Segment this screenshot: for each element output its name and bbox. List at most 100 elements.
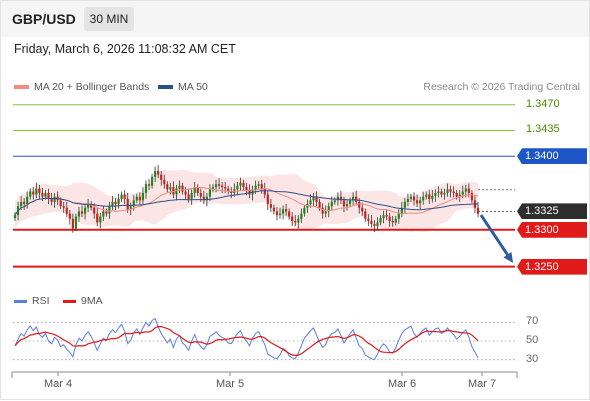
candle-body (275, 211, 279, 216)
candle-body (114, 201, 117, 205)
candle-body (412, 196, 416, 201)
candle-body (239, 182, 242, 186)
candle-body (38, 188, 41, 194)
candle-body (147, 184, 151, 186)
candle-body (336, 196, 339, 201)
candle-body (65, 207, 68, 214)
ma20-line (14, 186, 479, 216)
legend-9ma-label: 9MA (81, 295, 103, 307)
candle-body (364, 211, 367, 219)
candle-body (345, 204, 349, 207)
candle-body (358, 201, 361, 208)
rsi-panel (13, 317, 515, 361)
candle-body (29, 191, 32, 197)
candle-body (342, 200, 346, 207)
candle-body (129, 206, 132, 210)
candle-body (154, 170, 157, 177)
candle-body (303, 207, 306, 214)
current-price-tag: 1.3325 (517, 203, 587, 220)
candle-body (461, 191, 464, 195)
rsi-level-label-50: 50 (526, 334, 539, 346)
chart-datetime: Friday, March 6, 2026 11:08:32 AM CET (14, 42, 236, 56)
forecast-arrow (479, 214, 513, 263)
candle-body (44, 193, 47, 197)
candle-body (312, 196, 315, 201)
legend-ma50: MA 50 (158, 81, 208, 93)
candle-body (187, 194, 190, 199)
candle-body (300, 213, 303, 219)
candle-body (120, 194, 123, 199)
candle-body (74, 216, 78, 229)
candle-body (141, 193, 145, 201)
candle-body (83, 207, 87, 214)
candle-body (397, 213, 400, 219)
timeframe-badge[interactable]: 30 MIN (84, 7, 134, 31)
level-tag-1.3400: 1.3400 (517, 148, 587, 165)
candle-body (90, 204, 93, 208)
candle-body (406, 198, 410, 202)
ma20-swatch (14, 85, 29, 89)
rsi-line (14, 317, 479, 361)
candle-body (440, 191, 443, 195)
candle-body (288, 211, 291, 217)
candle-body (437, 191, 440, 194)
candle-body (80, 211, 84, 214)
candle-body (373, 223, 376, 227)
candle-body (382, 215, 385, 219)
candle-body (108, 206, 111, 214)
candle-body (321, 207, 324, 214)
bollinger-bands (15, 169, 478, 233)
candle-body (281, 209, 285, 214)
ma50-line (14, 190, 479, 216)
candle-body (87, 204, 90, 208)
candle-body (68, 213, 71, 219)
candle-body (178, 185, 181, 189)
candle-body (266, 194, 269, 205)
candle-body (355, 196, 358, 202)
candle-body (458, 194, 461, 197)
candle-body (269, 204, 272, 208)
candle-body (425, 194, 428, 197)
candle-body (169, 187, 172, 190)
candle-body (434, 193, 437, 196)
candle-body (217, 184, 221, 186)
candle-body (315, 196, 318, 202)
candle-body (227, 188, 230, 192)
candle-body (278, 213, 282, 216)
ma50-swatch (158, 85, 173, 89)
candle-body (208, 189, 212, 197)
candle-body (272, 207, 276, 212)
candle-body (53, 196, 56, 202)
candle-body (230, 191, 233, 194)
time-tick-label: Mar 7 (467, 378, 497, 390)
symbol-title: GBP/USD (12, 11, 76, 27)
chart-header: GBP/USD 30 MIN (1, 1, 589, 37)
time-tick-label: Mar 4 (43, 378, 73, 390)
nine-ma-swatch (63, 299, 76, 303)
candle-body (166, 184, 169, 190)
candle-body (348, 200, 352, 205)
candle-body (330, 201, 333, 207)
candle-body (324, 211, 327, 214)
legend-rsi: RSI (14, 295, 50, 307)
rsi-level-label-30: 30 (526, 352, 539, 365)
time-axis (11, 371, 518, 378)
candle-body (211, 187, 215, 190)
candle-body (96, 213, 99, 223)
level-tag-1.3300: 1.3300 (517, 221, 587, 238)
candle-body (190, 193, 193, 199)
candle-body (19, 201, 23, 207)
level-tag-1.3250: 1.3250 (517, 258, 587, 275)
candle-body (202, 196, 205, 201)
candle-body (449, 189, 452, 192)
candle-body (245, 187, 248, 191)
price-levels (13, 104, 515, 268)
candle-body (105, 211, 108, 214)
candle-body (50, 198, 53, 202)
rsi-9ma-line (14, 325, 479, 357)
candle-body (205, 196, 209, 201)
candle-body (242, 182, 245, 188)
candle-body (184, 191, 187, 195)
forecast-arrow-shaft (479, 214, 511, 258)
